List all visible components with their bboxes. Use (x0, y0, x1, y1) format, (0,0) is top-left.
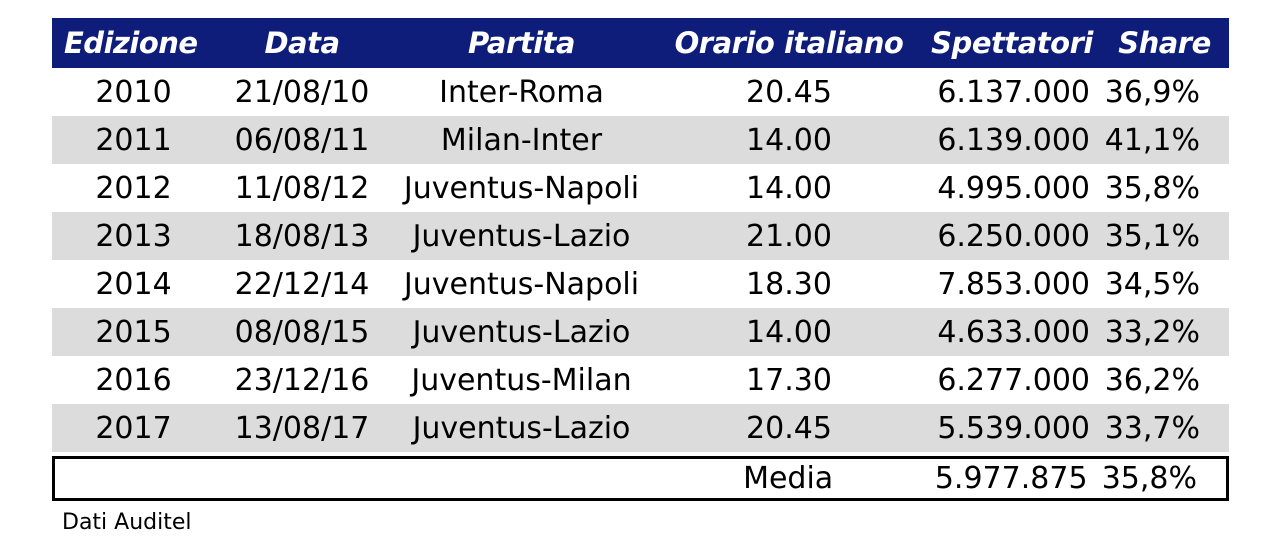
cell-spettatori: 6.137.000 (937, 74, 1090, 110)
cell-orario: 20.45 (746, 410, 832, 446)
cell-orario: 17.30 (746, 362, 832, 398)
cell-orario: 14.00 (746, 314, 832, 350)
source-footnote: Dati Auditel (62, 510, 192, 535)
total-spettatori: 5.977.875 (934, 461, 1088, 496)
cell-edizione: 2010 (95, 74, 172, 110)
table-row: 2017 13/08/17 Juventus-Lazio 20.45 5.539… (52, 404, 1229, 452)
cell-share: 33,7% (1104, 410, 1200, 446)
cell-share: 41,1% (1104, 122, 1200, 158)
table-row: 2015 08/08/15 Juventus-Lazio 14.00 4.633… (52, 308, 1229, 356)
header-orario: Orario italiano (674, 26, 904, 60)
header-data: Data (264, 26, 340, 60)
cell-spettatori: 6.277.000 (937, 362, 1090, 398)
table-row: 2010 21/08/10 Inter-Roma 20.45 6.137.000… (52, 68, 1229, 116)
cell-partita: Juventus-Lazio (412, 314, 631, 350)
cell-spettatori: 4.995.000 (937, 170, 1090, 206)
cell-edizione: 2011 (95, 122, 172, 158)
cell-spettatori: 7.853.000 (937, 266, 1090, 302)
cell-spettatori: 6.250.000 (937, 218, 1090, 254)
cell-partita: Juventus-Napoli (403, 170, 640, 206)
table-row: 2011 06/08/11 Milan-Inter 14.00 6.139.00… (52, 116, 1229, 164)
cell-data: 21/08/10 (234, 74, 370, 110)
cell-partita: Juventus-Lazio (412, 410, 631, 446)
table-row: 2014 22/12/14 Juventus-Napoli 18.30 7.85… (52, 260, 1229, 308)
cell-edizione: 2016 (95, 362, 172, 398)
cell-share: 36,2% (1104, 362, 1200, 398)
cell-partita: Milan-Inter (440, 122, 603, 158)
auditel-table: Edizione Data Partita Orario italiano Sp… (52, 18, 1229, 501)
cell-orario: 18.30 (746, 266, 832, 302)
cell-orario: 14.00 (746, 170, 832, 206)
cell-edizione: 2017 (95, 410, 172, 446)
header-partita: Partita (467, 26, 576, 60)
cell-data: 08/08/15 (234, 314, 370, 350)
cell-share: 35,8% (1104, 170, 1200, 206)
total-share: 35,8% (1101, 461, 1197, 496)
cell-spettatori: 4.633.000 (937, 314, 1090, 350)
cell-share: 33,2% (1104, 314, 1200, 350)
cell-share: 36,9% (1104, 74, 1200, 110)
table-row: 2012 11/08/12 Juventus-Napoli 14.00 4.99… (52, 164, 1229, 212)
cell-data: 23/12/16 (234, 362, 370, 398)
header-edizione: Edizione (64, 26, 198, 60)
cell-edizione: 2013 (95, 218, 172, 254)
total-label: Media (743, 461, 834, 496)
cell-orario: 20.45 (746, 74, 832, 110)
cell-partita: Inter-Roma (439, 74, 604, 110)
cell-edizione: 2012 (95, 170, 172, 206)
cell-orario: 14.00 (746, 122, 832, 158)
cell-orario: 21.00 (746, 218, 832, 254)
cell-data: 11/08/12 (234, 170, 370, 206)
cell-data: 13/08/17 (234, 410, 370, 446)
table-row: 2013 18/08/13 Juventus-Lazio 21.00 6.250… (52, 212, 1229, 260)
cell-partita: Juventus-Lazio (412, 218, 631, 254)
table-total-row: Media 5.977.875 35,8% (52, 456, 1229, 501)
cell-data: 22/12/14 (234, 266, 370, 302)
cell-edizione: 2015 (95, 314, 172, 350)
cell-share: 35,1% (1104, 218, 1200, 254)
cell-spettatori: 5.539.000 (937, 410, 1090, 446)
table-row: 2016 23/12/16 Juventus-Milan 17.30 6.277… (52, 356, 1229, 404)
header-share: Share (1118, 26, 1211, 60)
cell-partita: Juventus-Milan (411, 362, 632, 398)
table-header-row: Edizione Data Partita Orario italiano Sp… (52, 18, 1229, 68)
cell-partita: Juventus-Napoli (403, 266, 640, 302)
cell-data: 06/08/11 (234, 122, 370, 158)
cell-edizione: 2014 (95, 266, 172, 302)
cell-spettatori: 6.139.000 (937, 122, 1090, 158)
cell-data: 18/08/13 (234, 218, 370, 254)
header-spettatori: Spettatori (931, 26, 1093, 60)
cell-share: 34,5% (1104, 266, 1200, 302)
